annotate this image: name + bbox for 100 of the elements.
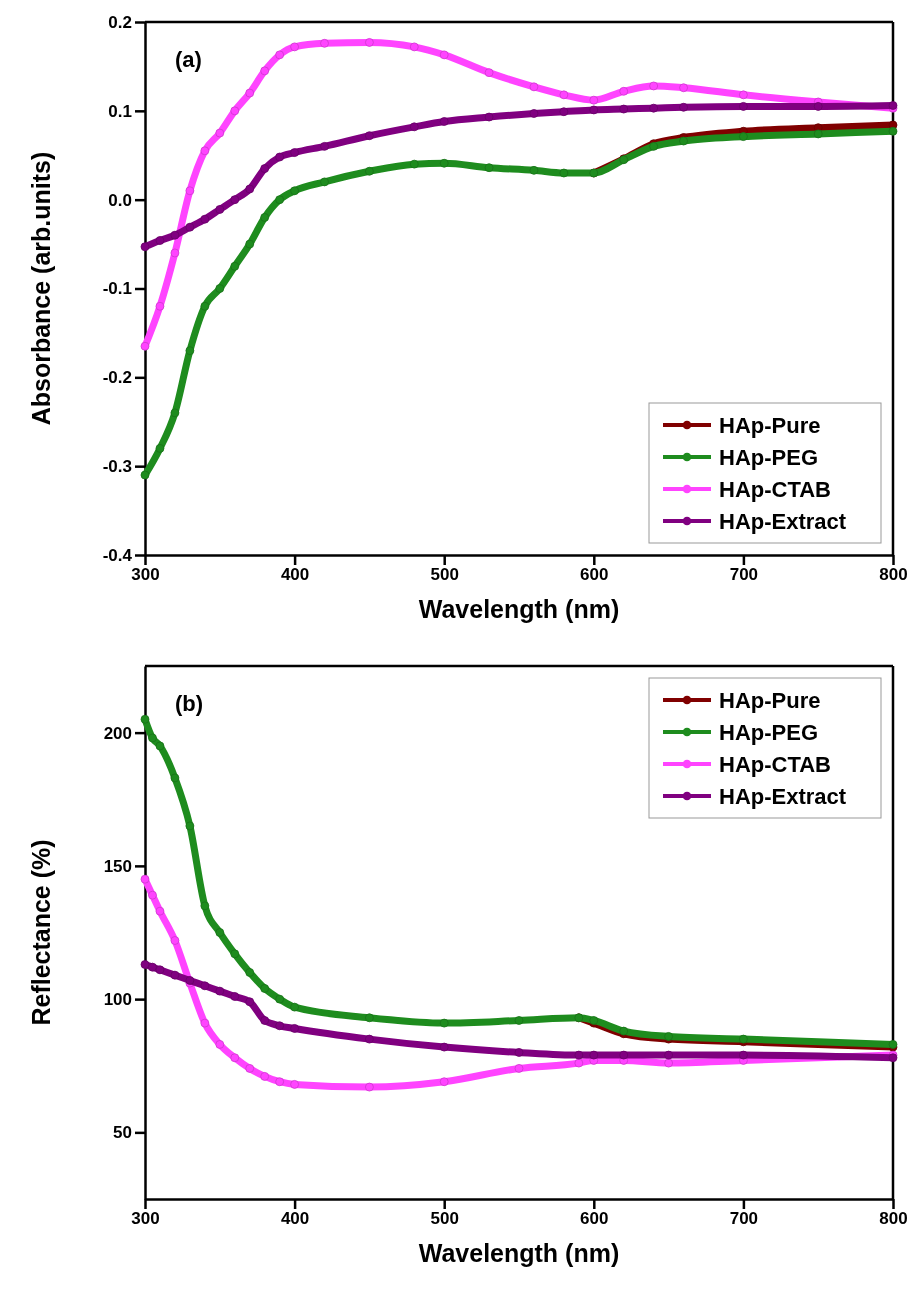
x-tick-label: 500	[430, 565, 459, 585]
point	[200, 146, 210, 156]
point	[275, 994, 285, 1004]
point	[245, 88, 255, 98]
point	[409, 159, 419, 169]
point	[230, 261, 240, 271]
point	[275, 1021, 285, 1031]
point	[679, 102, 688, 112]
point	[439, 1077, 449, 1087]
point	[290, 148, 299, 157]
point	[484, 112, 494, 122]
point	[320, 38, 329, 48]
point	[245, 968, 255, 977]
point	[140, 960, 150, 969]
point	[200, 301, 210, 311]
point	[170, 773, 180, 783]
point	[574, 1058, 584, 1068]
point	[365, 38, 374, 47]
point	[739, 90, 748, 100]
point	[514, 1016, 524, 1025]
point	[619, 86, 629, 96]
point	[739, 132, 748, 141]
legend-label: HAp-Pure	[719, 688, 821, 713]
point	[514, 1064, 524, 1073]
point	[619, 104, 629, 114]
point	[409, 42, 419, 52]
legend-label: HAp-PEG	[719, 445, 818, 470]
y-axis-title: Reflectance (%)	[27, 839, 55, 1026]
point	[529, 165, 539, 175]
point	[155, 741, 165, 751]
point	[140, 470, 150, 480]
y-tick-label: 200	[103, 723, 132, 743]
point	[170, 970, 180, 980]
point	[529, 82, 539, 92]
point	[140, 341, 150, 351]
point	[275, 195, 285, 205]
point	[649, 81, 659, 91]
legend-label: HAp-Extract	[719, 509, 847, 534]
point	[215, 1040, 225, 1049]
point	[888, 126, 898, 136]
point	[559, 168, 569, 178]
point	[664, 1050, 673, 1060]
x-tick-label: 400	[280, 565, 310, 585]
point	[260, 984, 270, 993]
point	[439, 1018, 449, 1028]
point	[664, 1058, 673, 1068]
point	[484, 163, 494, 173]
point	[185, 186, 195, 196]
point	[148, 733, 157, 743]
x-tick-label: 700	[729, 1209, 759, 1229]
point	[484, 68, 494, 78]
point	[260, 66, 270, 76]
point	[185, 821, 195, 831]
point	[245, 997, 255, 1007]
point	[230, 106, 240, 116]
point	[245, 1064, 255, 1073]
point	[813, 102, 823, 111]
y-tick-label: 0.1	[108, 101, 132, 121]
point	[185, 222, 195, 232]
x-tick-label: 400	[280, 1209, 310, 1229]
point	[215, 928, 225, 937]
annotation: (a)	[175, 47, 202, 72]
point	[215, 986, 225, 996]
point	[514, 1048, 524, 1057]
point	[574, 1050, 584, 1060]
x-tick-label: 600	[580, 565, 609, 585]
point	[260, 213, 270, 222]
point	[275, 152, 285, 162]
x-tick-label: 600	[580, 1209, 609, 1229]
point	[275, 50, 285, 60]
point	[439, 117, 449, 126]
y-tick-label: 50	[113, 1123, 132, 1143]
x-tick-label: 300	[131, 1209, 160, 1229]
point	[260, 164, 270, 173]
legend-label: HAp-Extract	[719, 784, 847, 809]
point	[320, 177, 329, 187]
point	[245, 184, 255, 194]
point	[619, 1050, 629, 1060]
point	[365, 1034, 374, 1044]
point	[260, 1016, 270, 1025]
point	[529, 109, 539, 118]
point	[290, 1024, 299, 1033]
point	[739, 1050, 748, 1060]
point	[813, 129, 823, 139]
point	[439, 50, 449, 60]
x-tick-label: 800	[879, 565, 908, 585]
y-tick-label: 100	[103, 990, 132, 1010]
point	[155, 965, 165, 975]
point	[148, 890, 157, 900]
point	[170, 408, 180, 418]
point	[215, 128, 225, 138]
point	[155, 906, 165, 916]
point	[200, 1018, 210, 1028]
point	[439, 1042, 449, 1052]
point	[140, 242, 150, 252]
y-axis-title: Absorbance (arb.units)	[27, 151, 55, 426]
point	[260, 1072, 270, 1081]
point	[365, 1013, 374, 1023]
point	[365, 1082, 374, 1092]
point	[200, 901, 210, 911]
